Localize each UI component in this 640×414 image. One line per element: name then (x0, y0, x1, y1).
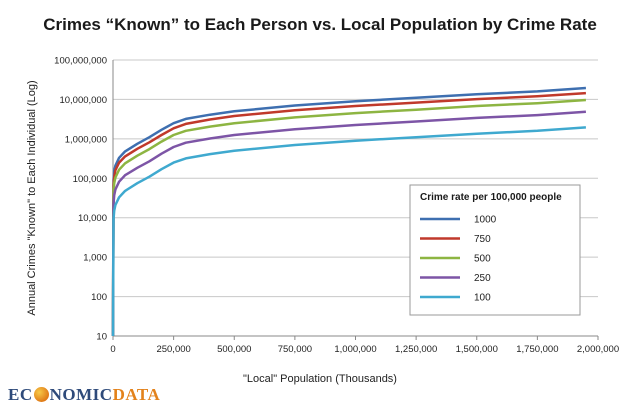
x-tick-label: 1,000,000 (334, 344, 376, 355)
y-tick-label: 100 (91, 292, 107, 303)
series-line-750 (111, 91, 586, 337)
y-tick-label: 10,000,000 (59, 95, 107, 106)
legend: Crime rate per 100,000 people 1000 750 500… (409, 184, 581, 316)
chart-title: Crimes “Known” to Each Person vs. Local … (43, 15, 597, 34)
x-tick-label: 750,000 (278, 344, 312, 355)
y-tick-label: 100,000,000 (54, 56, 107, 67)
x-tick-label: 500,000 (217, 344, 251, 355)
economicdata-logo: EC NOMICDATA (8, 385, 161, 404)
series-line-250 (111, 110, 586, 337)
legend-label-250: 250 (474, 273, 491, 284)
legend-label-500: 500 (474, 254, 491, 265)
y-tick-labels: 10 100 1,000 10,000 100,000 1,000,000 10,000,0… (54, 56, 107, 343)
x-tick-label: 2,000,000 (577, 344, 619, 355)
series-line-100 (111, 126, 586, 337)
x-tick-label: 1,250,000 (395, 344, 437, 355)
x-tick-labels: 0 250,000 500,000 750,000 1,000,000 1,250,000… (110, 344, 619, 355)
legend-box (409, 184, 581, 316)
gridlines (113, 59, 598, 298)
series-line-1000 (111, 86, 586, 337)
x-tick-label: 250,000 (156, 344, 190, 355)
y-tick-label: 1,000,000 (65, 134, 107, 145)
x-tick-label: 1,500,000 (456, 344, 498, 355)
x-tick-label: 1,750,000 (516, 344, 558, 355)
legend-label-750: 750 (474, 234, 491, 245)
series-line-500 (111, 98, 586, 337)
legend-items: 1000 750 500 250 100 (420, 215, 497, 304)
y-tick-label: 100,000 (73, 174, 107, 185)
x-tick-label: 0 (110, 344, 115, 355)
legend-title: Crime rate per 100,000 people (420, 192, 562, 203)
legend-label-1000: 1000 (474, 215, 497, 226)
series-lines (111, 86, 586, 337)
legend-label-100: 100 (474, 293, 491, 304)
y-axis-label: Annual Crimes "Known" to Each Individual… (26, 80, 38, 315)
y-tick-label: 10,000 (78, 213, 107, 224)
y-tick-label: 10 (96, 332, 107, 343)
x-axis-label: "Local" Population (Thousands) (243, 373, 397, 385)
globe-icon (33, 387, 49, 402)
y-tick-label: 1,000 (83, 253, 107, 264)
